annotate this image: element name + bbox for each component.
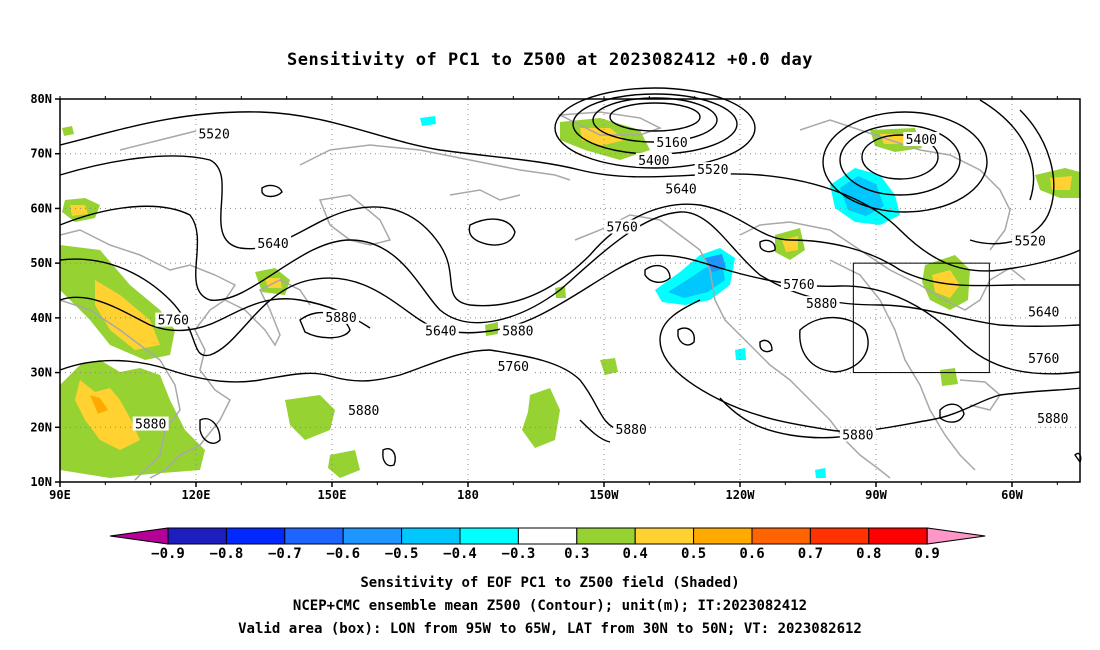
contour-label: 5760 xyxy=(606,221,637,236)
contour-label: 5880 xyxy=(842,428,873,443)
contour-label: 5760 xyxy=(783,278,814,293)
lat-tick-label: 40N xyxy=(30,311,52,325)
lat-tick-label: 30N xyxy=(30,366,52,380)
lon-tick-label: 150E xyxy=(318,488,347,502)
sensitivity-shading-layer xyxy=(60,116,1080,478)
footer-line-3: Valid area (box): LON from 95W to 65W, L… xyxy=(238,621,862,637)
colorbar-segment xyxy=(634,527,695,545)
contour-label: 5520 xyxy=(198,128,229,143)
colorbar-segment xyxy=(693,527,753,545)
lat-tick-label: 80N xyxy=(30,92,52,106)
lon-tick-label: 120E xyxy=(182,488,211,502)
lon-tick-label: 90E xyxy=(49,488,71,502)
contour-label: 5400 xyxy=(638,154,669,169)
contour-label: 5760 xyxy=(498,360,529,375)
contour-label: 5880 xyxy=(806,297,837,312)
contour-label: 5640 xyxy=(425,325,456,340)
colorbar-segment xyxy=(342,527,403,545)
lat-tick-label: 50N xyxy=(30,256,52,270)
colorbar-segment xyxy=(225,527,286,545)
contour-label: 5520 xyxy=(697,163,728,178)
contour-label: 5880 xyxy=(616,423,647,438)
colorbar-segment xyxy=(459,527,519,545)
colorbar-label: 0.7 xyxy=(798,546,823,562)
contour-label: 5760 xyxy=(158,314,189,329)
colorbar-segment xyxy=(401,527,461,545)
footer-line-2: NCEP+CMC ensemble mean Z500 (Contour); u… xyxy=(292,598,808,614)
contour-label: 5640 xyxy=(1028,305,1059,320)
lat-tick-label: 70N xyxy=(30,147,52,161)
lon-tick-label: 180 xyxy=(457,488,479,502)
lat-tick-label: 20N xyxy=(30,420,52,434)
colorbar-segment xyxy=(576,527,636,545)
contour-label: 5640 xyxy=(665,182,696,197)
colorbar-segment xyxy=(809,527,870,545)
colorbar-label: 0.9 xyxy=(915,546,940,562)
colorbar-label: −0.4 xyxy=(443,546,477,562)
footer-line-1: Sensitivity of EOF PC1 to Z500 field (Sh… xyxy=(360,575,740,591)
contour-label: 5160 xyxy=(656,136,687,151)
colorbar-label: 0.8 xyxy=(856,546,881,562)
colorbar-label: −0.5 xyxy=(385,546,419,562)
colorbar-label: 0.3 xyxy=(564,546,589,562)
colorbar-label: −0.6 xyxy=(326,546,360,562)
contour-label: 5880 xyxy=(1037,412,1068,427)
colorbar-label: 0.4 xyxy=(623,546,648,562)
valid-area-box xyxy=(852,262,990,374)
coastlines xyxy=(59,111,1026,481)
contour-label: 5880 xyxy=(135,418,166,433)
colorbar-label: −0.8 xyxy=(210,546,244,562)
contour-label: 5640 xyxy=(257,237,288,252)
colorbar-label: −0.3 xyxy=(502,546,536,562)
colorbar-segment xyxy=(868,527,928,545)
contour-label: 5400 xyxy=(906,133,937,148)
colorbar-segment xyxy=(284,527,344,545)
colorbar-label: −0.9 xyxy=(151,546,185,562)
chart-title: Sensitivity of PC1 to Z500 at 2023082412… xyxy=(286,50,813,70)
lon-tick-label: 120W xyxy=(726,488,756,502)
lon-tick-label: 90W xyxy=(865,488,887,502)
lat-tick-label: 10N xyxy=(30,475,52,489)
colorbar-label: −0.7 xyxy=(268,546,302,562)
contour-label: 5880 xyxy=(348,404,379,419)
colorbar-segment xyxy=(167,527,227,545)
contour-label: 5880 xyxy=(502,325,533,340)
contour-label: 5880 xyxy=(325,311,356,326)
lon-tick-label: 150W xyxy=(590,488,620,502)
map-frame xyxy=(59,98,1081,483)
lat-tick-label: 60N xyxy=(30,201,52,215)
colorbar-label: 0.5 xyxy=(681,546,706,562)
colorbar-segment xyxy=(751,527,811,545)
colorbar-label: 0.6 xyxy=(739,546,764,562)
contour-label: 5760 xyxy=(1028,352,1059,367)
lon-tick-label: 60W xyxy=(1001,488,1023,502)
colorbar: −0.9 −0.8 −0.7 −0.6 −0.5 −0.4 −0.3 0.3 0.4 0.5 0.6… xyxy=(109,527,986,562)
z500-contours xyxy=(59,87,1082,467)
colorbar-segment xyxy=(517,527,578,545)
contour-label: 5520 xyxy=(1014,234,1045,249)
